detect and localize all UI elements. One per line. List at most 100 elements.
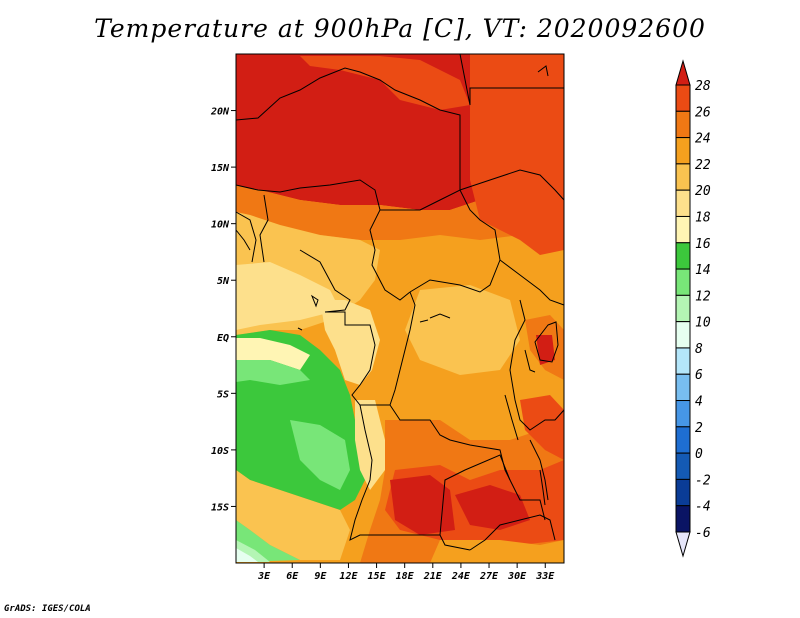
colorbar-label: 6 xyxy=(695,368,703,383)
colorbar-box xyxy=(675,373,691,402)
colorbar-box xyxy=(675,189,691,217)
lon-tick-label: 33E xyxy=(535,571,555,582)
lon-tick-label: 21E xyxy=(423,571,443,582)
field-28-angola xyxy=(390,475,455,535)
field-8-10-corner xyxy=(236,548,258,562)
field-26-northeast xyxy=(470,54,564,255)
lake-tanganyika xyxy=(504,394,519,441)
border-south-sudan xyxy=(499,259,565,306)
lon-tick-label: 6E xyxy=(286,571,299,582)
lon-tick-label: 18E xyxy=(396,571,415,582)
border-nigeria-chad xyxy=(235,179,411,301)
border-zambia-zimbabwe xyxy=(469,514,556,551)
field-16-18-coast xyxy=(236,338,310,370)
field-22-24-far-south xyxy=(430,540,564,563)
colorbar-box xyxy=(675,347,691,375)
field-18-20-west xyxy=(236,262,340,330)
lat-tick-label: 15N xyxy=(211,163,230,174)
border-car xyxy=(380,189,501,293)
field-18-20-angola-coast xyxy=(355,400,385,490)
border-libya-egypt xyxy=(459,53,564,106)
colorbar-bottom-arrow xyxy=(675,531,691,558)
lat-tick-label: 10S xyxy=(211,446,229,457)
lake-victoria xyxy=(534,321,559,363)
colorbar-box xyxy=(675,505,691,533)
lake-malawi xyxy=(539,469,546,506)
latitude-axis: 20N 15N 10N 5N EQ 5S 10S 15S xyxy=(210,107,236,513)
colorbar-box xyxy=(675,137,691,165)
lon-tick-label: 3E xyxy=(257,571,271,582)
field-18-20-gabon xyxy=(320,300,380,385)
lon-tick-label: 27E xyxy=(479,571,499,582)
border-sudan xyxy=(459,169,565,201)
country-borders xyxy=(235,53,565,551)
colorbar-top-arrow xyxy=(675,59,691,86)
colorbar-box xyxy=(675,426,691,454)
lake-kivu xyxy=(524,349,536,373)
field-20-22-southwest xyxy=(236,470,350,560)
colorbar-box xyxy=(675,478,691,507)
coast-northeast xyxy=(537,65,549,77)
lat-tick-label: 5N xyxy=(217,276,230,287)
border-west-africa xyxy=(235,194,269,263)
border-angola-west xyxy=(349,404,471,551)
colorbar-label: -2 xyxy=(695,473,711,488)
map-fields xyxy=(236,54,564,563)
colorbar-label: 0 xyxy=(695,447,703,462)
colorbar-box xyxy=(675,84,691,112)
colorbar-label: 28 xyxy=(695,79,711,94)
border-cameroon xyxy=(299,249,351,313)
colorbar-box xyxy=(675,110,691,139)
islands-guinea xyxy=(297,294,319,331)
lon-tick-label: 30E xyxy=(507,571,527,582)
lat-tick-label: 10N xyxy=(211,220,230,231)
lat-tick-label: EQ xyxy=(217,333,229,344)
lat-tick-label: 15S xyxy=(211,502,229,513)
colorbar-label: 12 xyxy=(695,289,711,304)
colorbar-box xyxy=(675,321,691,349)
field-28-zambia xyxy=(455,485,530,530)
colorbar-label: 18 xyxy=(695,210,711,225)
colorbar-box xyxy=(675,268,691,296)
lon-tick-label: 15E xyxy=(368,571,387,582)
lon-tick-label: 12E xyxy=(339,571,358,582)
colorbar-box xyxy=(675,242,691,270)
chart-title: Temperature at 900hPa [C], VT: 202009260… xyxy=(94,14,706,43)
colorbar-label: 26 xyxy=(695,105,711,120)
field-28-lake-victoria xyxy=(536,335,555,365)
colorbar-box xyxy=(675,452,691,480)
longitude-axis: 3E 6E 9E 12E 15E 18E 21E 24E 27E 30E 33E xyxy=(257,563,555,582)
border-east-drc xyxy=(509,299,565,431)
colorbar-label: 2 xyxy=(695,421,703,436)
colorbar-box xyxy=(675,163,691,191)
colorbar-label: -6 xyxy=(695,526,711,541)
colorbar-box xyxy=(675,294,691,323)
field-24-26-band xyxy=(236,185,564,240)
colorbar-label: 10 xyxy=(695,316,711,331)
border-zambia xyxy=(439,454,546,536)
colorbar-box xyxy=(675,400,691,428)
border-north-sahara xyxy=(235,67,461,190)
lon-tick-label: 24E xyxy=(451,571,471,582)
map-frame xyxy=(235,53,565,564)
colorbar-label: 20 xyxy=(695,184,711,199)
border-congo-gabon xyxy=(325,291,416,406)
border-ivory-coast xyxy=(235,229,251,251)
lat-tick-label: 20N xyxy=(210,107,230,118)
colorbar-label: 22 xyxy=(695,158,711,173)
field-20-22-congo xyxy=(405,285,520,375)
field-12-14-offshore xyxy=(290,420,350,490)
colorbar-label: 24 xyxy=(695,132,711,147)
field-26-tanzania xyxy=(520,395,564,460)
river-congo xyxy=(419,313,451,323)
lon-tick-label: 9E xyxy=(314,571,327,582)
colorbar-box xyxy=(675,215,691,244)
colorbar-label: 16 xyxy=(695,237,711,252)
colorbar-label: 8 xyxy=(695,342,703,357)
colorbar-label: 4 xyxy=(695,395,703,410)
field-12-14-coast xyxy=(236,360,310,385)
border-malawi xyxy=(529,439,549,501)
lat-tick-label: 5S xyxy=(217,389,229,400)
